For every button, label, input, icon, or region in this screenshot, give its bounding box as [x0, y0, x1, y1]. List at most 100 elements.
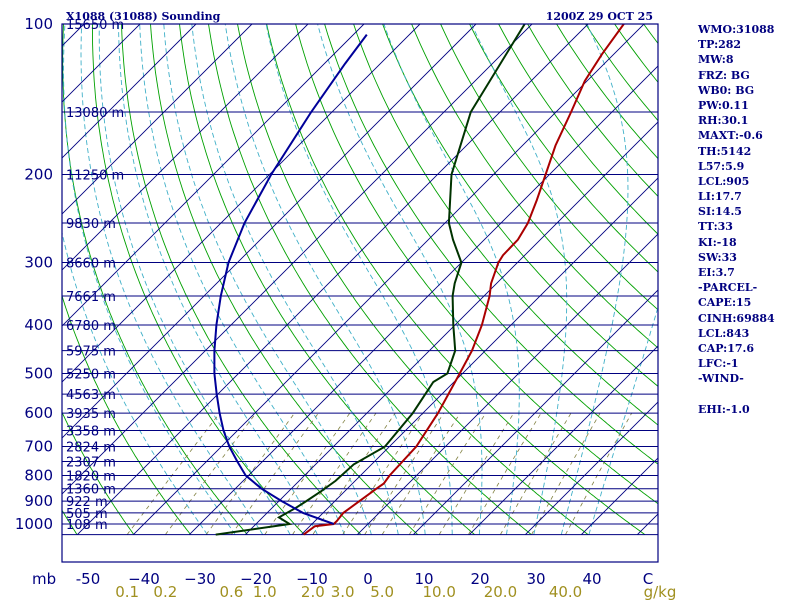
dry-adiabat-line [382, 24, 658, 387]
isotherm-line [62, 24, 533, 495]
height-label: 15650 m [66, 18, 124, 33]
pressure-tick-label: 100 [24, 15, 53, 33]
moist-adiabat-line [224, 24, 426, 535]
dry-adiabat-line [121, 24, 362, 535]
height-label: 8660 m [66, 257, 116, 272]
temperature-tick-label: -50 [76, 570, 101, 588]
temperature-tick-label: −20 [240, 570, 272, 588]
temperature-tick-label: −30 [184, 570, 216, 588]
mixing-ratio-line [468, 412, 542, 535]
mixing-ratio-line [205, 412, 295, 535]
mixing-ratio-label: 0.6 [220, 583, 244, 600]
height-label: 5250 m [66, 367, 116, 382]
dry-adiabat-line [440, 24, 658, 311]
dry-adiabat-line [62, 411, 135, 535]
height-label: 505 m [66, 507, 108, 522]
dry-adiabat-line [411, 24, 658, 349]
isotherm-line [62, 24, 309, 271]
trace-dewpoint [215, 24, 526, 536]
mixing-ratio-line [565, 412, 633, 535]
index-row: CAP:17.6 [698, 341, 755, 355]
pressure-tick-label: 600 [24, 404, 53, 422]
dry-adiabat-line [469, 24, 658, 273]
mixing-ratio-line [438, 412, 515, 535]
mixing-ratio-line [165, 412, 257, 535]
index-row: L57:5.9 [698, 159, 745, 173]
height-label: 2307 m [66, 456, 116, 471]
isotherm-line [77, 24, 589, 535]
moist-adiabat-line [98, 24, 291, 535]
height-label: 108 m [66, 518, 108, 533]
dry-adiabat-line [237, 24, 589, 535]
pressure-tick-label: 800 [24, 467, 53, 485]
isotherm-line [301, 177, 658, 535]
dry-adiabat-line [498, 24, 658, 235]
index-row: -PARCEL- [698, 281, 758, 295]
index-row: LI:17.7 [698, 190, 742, 204]
mixing-ratio-line [500, 412, 572, 535]
temperature-tick-label: 40 [582, 570, 601, 588]
moist-adiabat-line [471, 24, 568, 535]
mixing-ratio-label: 10.0 [423, 583, 456, 600]
trace-temperature [303, 24, 625, 536]
dry-adiabat-line [295, 24, 658, 505]
isotherm-line [413, 289, 658, 535]
chart-traces [213, 24, 625, 536]
index-row: LFC:-1 [698, 357, 739, 371]
height-label: 5975 m [66, 345, 116, 360]
height-label: 2824 m [66, 441, 116, 456]
temperature-tick-label: 10 [414, 570, 433, 588]
dry-adiabat-line [92, 24, 305, 535]
index-row: SI:14.5 [698, 205, 742, 219]
height-label: 9830 m [66, 217, 116, 232]
index-row: CAPE:15 [698, 296, 752, 310]
dry-adiabat-line [62, 294, 191, 535]
moist-adiabat-line [62, 230, 208, 535]
index-row: SW:33 [698, 250, 737, 264]
mixing-ratio-unit: g/kg [644, 583, 677, 600]
mixing-ratio-label: 1.0 [253, 583, 277, 600]
pressure-tick-label: 1000 [15, 515, 53, 533]
mixing-ratio-label: 0.1 [115, 583, 139, 600]
index-row: WMO:31088 [698, 23, 775, 36]
temperature-tick-label: −10 [296, 570, 328, 588]
index-row: LCL:843 [698, 326, 750, 340]
isotherm-line [62, 24, 477, 439]
mixing-ratio-label: 20.0 [484, 583, 517, 600]
index-row: EI:3.7 [698, 266, 735, 279]
mixing-ratio-line [126, 412, 220, 535]
index-row: FRZ: BG [698, 68, 750, 82]
pressure-tick-label: 200 [24, 166, 53, 184]
index-row: RH:30.1 [698, 114, 749, 128]
index-row: -WIND- [698, 372, 744, 386]
mixing-ratio-label: 5.0 [370, 583, 394, 600]
height-label: 1360 m [66, 483, 116, 498]
pressure-tick-label: 900 [24, 492, 53, 510]
pressure-tick-label: 300 [24, 254, 53, 272]
mixing-ratio-line [342, 412, 424, 535]
index-row: MW:8 [698, 53, 734, 67]
indices-panel: WMO:31088 TP:282 MW:8 FRZ: BG WB0: BG PW:0.11… [698, 22, 798, 417]
moist-adiabat-line [191, 24, 399, 535]
moist-adiabat-line [588, 305, 658, 535]
dry-adiabat-line [150, 24, 419, 535]
height-label: 922 m [66, 495, 108, 510]
index-row: CINH:69884 [698, 311, 775, 325]
trace-parcel [213, 34, 368, 525]
height-label: 3935 m [66, 407, 116, 422]
chart-grid [62, 24, 658, 536]
dry-adiabat-line [179, 24, 475, 535]
moist-adiabat-line [118, 24, 318, 535]
index-row: TT:33 [698, 220, 733, 234]
pressure-tick-label: 400 [24, 316, 53, 334]
dry-adiabat-line [353, 24, 658, 426]
index-row [698, 387, 798, 402]
temperature-tick-label: −40 [128, 570, 160, 588]
mixing-ratio-line [264, 412, 351, 535]
isotherm-line [62, 24, 421, 383]
chart-valid-time: 1200Z 29 OCT 25 [546, 10, 653, 23]
chart-title: X1088 (31088) Sounding [66, 10, 221, 23]
height-label: 3358 m [66, 424, 116, 439]
